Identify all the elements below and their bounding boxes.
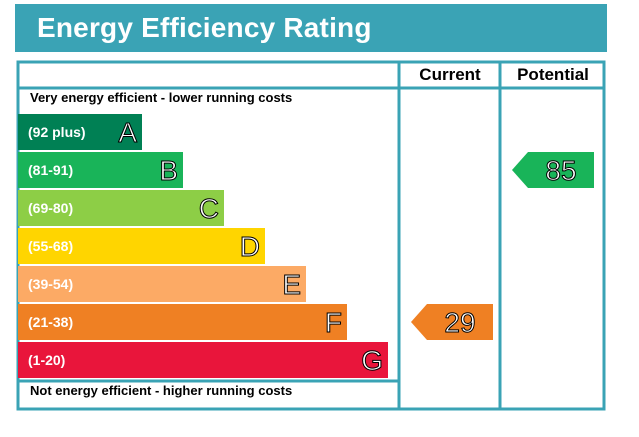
- rating-indicators: 29 85: [411, 152, 594, 340]
- band-range-a: (92 plus): [28, 124, 86, 140]
- current-rating-arrow: [411, 304, 493, 340]
- band-bar-d: [18, 228, 265, 264]
- band-letter-d: D: [240, 231, 260, 262]
- band-bar-f: [18, 304, 347, 340]
- band-bar-a: [18, 114, 142, 150]
- band-bar-c: [18, 190, 224, 226]
- chart-title: Energy Efficiency Rating: [37, 12, 372, 43]
- chart-header: Energy Efficiency Rating: [15, 4, 607, 52]
- band-bar-e: [18, 266, 306, 302]
- potential-rating-arrow: [512, 152, 594, 188]
- band-letter-f: F: [325, 307, 342, 338]
- bottom-note: Not energy efficient - higher running co…: [30, 383, 292, 398]
- band-range-g: (1-20): [28, 352, 65, 368]
- band-range-e: (39-54): [28, 276, 73, 292]
- band-range-c: (69-80): [28, 200, 73, 216]
- band-bar-b: [18, 152, 183, 188]
- top-note: Very energy efficient - lower running co…: [30, 90, 292, 105]
- band-letter-b: B: [159, 155, 178, 186]
- current-column-header: Current: [419, 65, 481, 84]
- band-bar-g: [18, 342, 388, 378]
- current-rating-value: 29: [444, 307, 475, 338]
- band-letter-g: G: [361, 345, 383, 376]
- band-range-f: (21-38): [28, 314, 73, 330]
- band-range-b: (81-91): [28, 162, 73, 178]
- band-letter-c: C: [199, 193, 219, 224]
- potential-rating-value: 85: [545, 155, 576, 186]
- potential-column-header: Potential: [517, 65, 589, 84]
- band-letter-a: A: [118, 117, 137, 148]
- rating-bands: (92 plus) A (81-91) B (69-80) C (55-68) D (39-54…: [18, 114, 388, 378]
- band-letter-e: E: [282, 269, 301, 300]
- band-range-d: (55-68): [28, 238, 73, 254]
